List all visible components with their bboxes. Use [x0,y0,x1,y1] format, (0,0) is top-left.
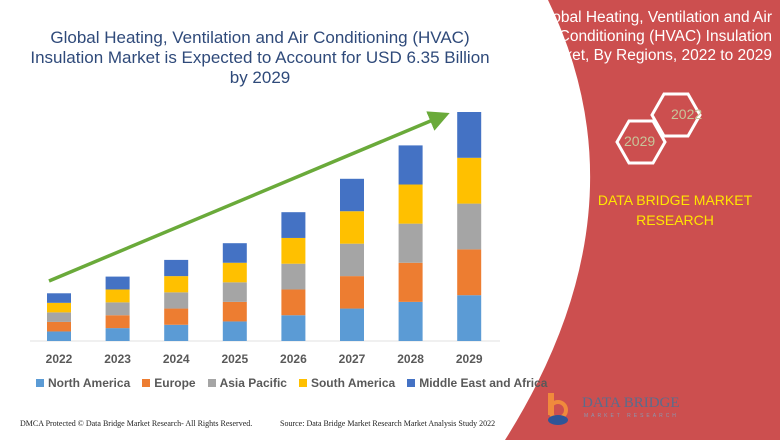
hex-label-2022: 2022 [671,106,703,122]
legend-item: Europe [142,376,196,390]
legend-label: Middle East and Africa [419,376,548,390]
bar-segment [340,211,364,244]
bar-segment [281,289,306,316]
bar-segment [340,308,364,341]
bar-segment [47,293,71,303]
bar-segment [105,315,130,329]
footer-source: Source: Data Bridge Market Research Mark… [280,419,496,428]
bar-segment [281,263,306,290]
legend-label: South America [310,376,396,390]
bar-segment [164,324,189,341]
legend-item: Asia Pacific [207,376,287,390]
hex-2029 [615,119,667,165]
bar-segment [281,212,306,238]
bar-segment [398,301,423,341]
bar-segment [47,302,71,313]
bar-segment [47,331,71,341]
bar-segment [222,243,247,263]
legend: North America Europe Asia Pacific South … [36,376,547,390]
bar-segment [281,315,306,341]
bar-segment [105,328,130,341]
footer-copyright: DMCA Protected © Data Bridge Market Rese… [20,419,253,428]
side-title: Global Heating, Ventilation and Air Cond… [536,9,772,64]
bar-segment [222,282,247,302]
x-tick-label: 2027 [339,352,366,366]
legend-label: Europe [154,376,196,390]
bar-segment [105,276,130,290]
x-tick-label: 2023 [104,352,131,366]
logo-subtext: MARKET RESEARCH [584,413,679,419]
bar-segment [340,243,364,277]
hex-2022 [650,92,702,138]
legend-item: South America [298,376,396,390]
bar-segment [164,276,189,293]
bar-segment [457,295,482,341]
x-tick-label: 2029 [456,352,483,366]
stacked-bar-chart: 2022 2023 2024 2025 2026 2027 2028 2029 [30,111,500,366]
bar-segment [398,262,423,302]
bar-segment [457,203,482,250]
bar-segment [47,312,71,322]
legend-label: North America [48,376,131,390]
x-tick-label: 2025 [221,352,248,366]
bar-segment [340,178,364,212]
bar-segment [47,321,71,332]
bar-segment [398,145,423,185]
logo-text: DATA BRIDGE [582,395,680,411]
bar-segment [457,112,482,158]
bar-segment [222,301,247,322]
bar-segment [398,184,423,224]
bar-segment [340,276,364,309]
bar-segment [457,249,482,296]
bar-segment [164,292,189,309]
x-tick-label: 2022 [46,352,73,366]
bar-segment [164,308,189,325]
bar-segment [105,302,130,316]
logo-icon [548,393,568,425]
page-title: Global Heating, Ventilation and Air Cond… [30,28,490,87]
bar-segment [457,157,482,204]
trend-arrow [48,111,450,283]
legend-label: Asia Pacific [219,376,287,390]
x-tick-label: 2026 [280,352,307,366]
side-panel-shape [505,0,780,440]
bar-segment [222,262,247,283]
x-tick-label: 2028 [397,352,424,366]
legend-item: Middle East and Africa [407,376,547,390]
bar-segment [105,289,130,303]
brand-text: DATA BRIDGE MARKET RESEARCH [597,192,753,228]
hex-label-2029: 2029 [624,133,656,149]
bar-segment [222,321,247,341]
legend-item: North America [36,376,130,390]
bar-segment [281,237,306,264]
x-tick-label: 2024 [163,352,190,366]
bar-segment [398,223,423,263]
bar-segment [164,259,189,277]
